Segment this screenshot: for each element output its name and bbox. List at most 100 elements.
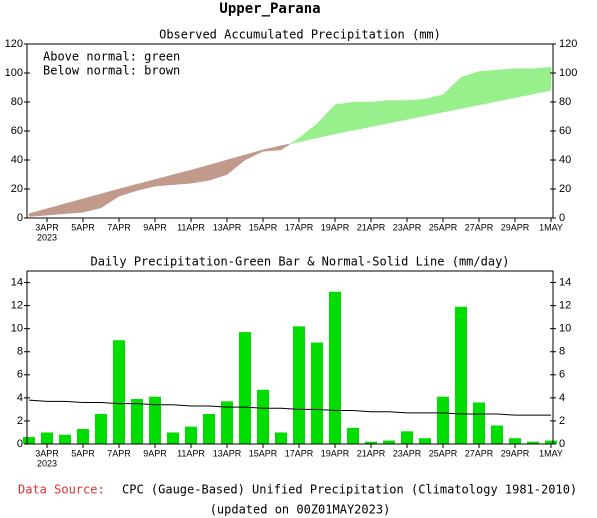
y-tick-label: 100 — [5, 67, 23, 79]
y-tick-label: 0 — [17, 438, 23, 450]
diff-area — [352, 101, 372, 131]
source: CPC (Gauge-Based) Unified Precipitation … — [122, 483, 577, 497]
x-tick-label: 13APR — [213, 448, 242, 458]
y-tick-label: 40 — [11, 154, 23, 166]
x-year-label: 2023 — [37, 458, 57, 468]
bar — [365, 441, 377, 444]
y2-tick-label: 20 — [559, 183, 571, 195]
updated: (updated on 00Z01MAY2023) — [210, 503, 391, 517]
y-tick-label: 80 — [11, 96, 23, 108]
x-tick-label: 29APR — [501, 222, 530, 232]
x-tick-label: 21APR — [357, 222, 386, 232]
x-tick-label: 27APR — [465, 448, 494, 458]
y2-tick-label: 2 — [559, 415, 565, 427]
x-tick-label: 23APR — [393, 448, 422, 458]
y-tick-label: 12 — [11, 300, 23, 312]
diff-area — [100, 188, 120, 209]
y-tick-label: 120 — [5, 38, 23, 50]
annotation: Above normal: green — [43, 50, 180, 64]
x-tick-label: 1MAY — [539, 448, 563, 458]
bar — [383, 440, 395, 444]
bar — [185, 426, 197, 444]
y2-tick-label: 12 — [559, 300, 571, 312]
x-tick-label: 15APR — [249, 222, 278, 232]
bar — [257, 389, 269, 444]
bar — [509, 438, 521, 444]
x-tick-label: 7APR — [107, 222, 131, 232]
diff-area — [370, 100, 390, 127]
bar — [41, 432, 53, 444]
bar — [293, 326, 305, 444]
bar — [545, 440, 557, 444]
diff-area — [316, 104, 336, 139]
y-tick-label: 20 — [11, 183, 23, 195]
diff-area — [136, 179, 156, 191]
x-year-label: 2023 — [37, 232, 57, 242]
diff-area — [406, 98, 426, 120]
y2-tick-label: 10 — [559, 323, 571, 335]
bar — [491, 425, 503, 444]
diff-area — [442, 76, 462, 113]
x-tick-label: 3APR — [35, 222, 59, 232]
x-tick-label: 1MAY — [539, 222, 563, 232]
diff-area — [64, 198, 84, 214]
y2-tick-label: 6 — [559, 369, 565, 381]
x-tick-label: 21APR — [357, 448, 386, 458]
panel-title: Observed Accumulated Precipitation (mm) — [159, 28, 441, 42]
y2-tick-label: 8 — [559, 346, 565, 358]
x-tick-label: 5APR — [71, 448, 95, 458]
page-title: Upper_Parana — [219, 1, 320, 17]
diff-area — [190, 164, 210, 184]
bar — [275, 432, 287, 444]
bar — [473, 402, 485, 444]
bar — [77, 429, 89, 444]
x-tick-label: 17APR — [285, 448, 314, 458]
y2-tick-label: 40 — [559, 154, 571, 166]
x-tick-label: 19APR — [321, 448, 350, 458]
bar — [95, 414, 107, 444]
y2-tick-label: 14 — [559, 276, 571, 288]
x-tick-label: 11APR — [177, 222, 205, 232]
diff-area — [460, 71, 480, 109]
diff-area — [244, 149, 264, 161]
diff-area — [496, 68, 516, 102]
y2-tick-label: 0 — [559, 438, 565, 450]
y2-tick-label: 120 — [559, 38, 577, 50]
diff-area — [298, 123, 318, 143]
x-tick-label: 13APR — [213, 222, 242, 232]
bar — [419, 438, 431, 444]
y2-tick-label: 80 — [559, 96, 571, 108]
y-tick-label: 8 — [17, 346, 23, 358]
bar — [167, 432, 179, 444]
diff-area — [280, 143, 291, 151]
bar — [239, 332, 251, 444]
y-tick-label: 4 — [17, 392, 23, 404]
diff-area — [226, 154, 246, 176]
y-tick-label: 0 — [17, 212, 23, 224]
x-tick-label: 29APR — [501, 448, 530, 458]
diff-area — [46, 203, 66, 216]
diff-area — [388, 100, 408, 124]
y2-tick-label: 0 — [559, 212, 565, 224]
panel-title: Daily Precipitation-Green Bar & Normal-S… — [90, 255, 509, 269]
y-tick-label: 60 — [11, 125, 23, 137]
diff-area — [478, 69, 498, 106]
bar — [347, 427, 359, 444]
y2-tick-label: 60 — [559, 125, 571, 137]
y2-tick-label: 100 — [559, 67, 577, 79]
diff-area — [290, 137, 300, 144]
diff-area — [262, 145, 282, 152]
diff-area — [28, 208, 48, 217]
bar — [311, 342, 323, 444]
bar — [527, 441, 539, 444]
bar — [437, 396, 449, 444]
diff-area — [172, 169, 192, 185]
x-tick-label: 9APR — [143, 448, 167, 458]
diff-area — [532, 66, 552, 95]
diff-area — [424, 94, 444, 117]
bar — [131, 399, 143, 444]
x-tick-label: 17APR — [285, 222, 314, 232]
bar — [113, 340, 125, 444]
x-tick-label: 5APR — [71, 222, 95, 232]
